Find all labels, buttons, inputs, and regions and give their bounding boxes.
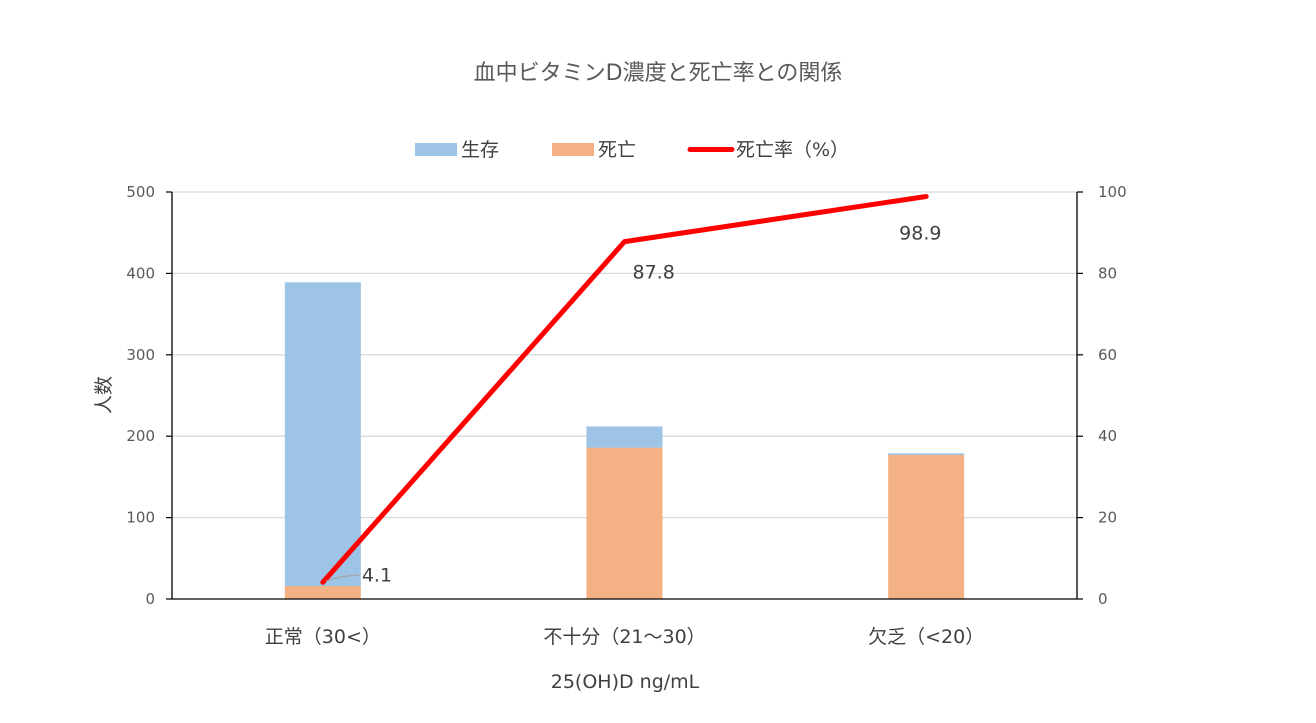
chart-title: 血中ビタミンD濃度と死亡率との関係 xyxy=(474,61,843,86)
legend-swatch-death xyxy=(552,143,594,156)
y-tick-label: 500 xyxy=(126,183,155,201)
y-tick-label: 400 xyxy=(126,264,155,282)
bars xyxy=(284,282,965,599)
legend-label-survival: 生存 xyxy=(461,139,499,161)
mortality-data-label: 87.8 xyxy=(633,262,675,284)
data-label-leader xyxy=(325,574,359,582)
mortality-line: 4.1 87.8 98.9 xyxy=(320,193,941,586)
y-axis-title: 人数 xyxy=(93,376,115,414)
y2-tick-label: 0 xyxy=(1098,590,1108,608)
mortality-line-path xyxy=(320,193,929,585)
x-axis-title: 25(OH)D ng/mL xyxy=(551,671,700,693)
x-category-label: 欠乏（<20） xyxy=(868,626,984,648)
y2-tick-label: 80 xyxy=(1098,264,1117,282)
legend-label-death: 死亡 xyxy=(598,139,636,161)
bar-death xyxy=(888,454,965,599)
bar-survival xyxy=(586,426,663,448)
y-tick-label: 0 xyxy=(145,590,155,608)
y2-tick-label: 40 xyxy=(1098,427,1117,445)
x-category-label: 正常（30<） xyxy=(265,626,381,648)
y-tick-label: 100 xyxy=(126,509,155,527)
legend-swatch-survival xyxy=(415,143,457,156)
x-category-label: 不十分（21～30） xyxy=(543,626,705,648)
legend: 生存 死亡 死亡率（%） xyxy=(415,139,849,161)
y2-tick-label: 60 xyxy=(1098,346,1117,364)
bar-survival xyxy=(284,282,361,586)
mortality-data-label: 4.1 xyxy=(362,564,392,586)
tick-labels: 0 100 200 300 400 500 0 20 40 60 80 100 正常（30<） 不十分（2… xyxy=(126,183,1126,648)
legend-label-mortality: 死亡率（%） xyxy=(736,139,849,161)
mortality-data-label: 98.9 xyxy=(899,222,941,244)
bar-survival xyxy=(888,453,965,455)
y-tick-label: 300 xyxy=(126,346,155,364)
axes xyxy=(166,191,1083,600)
y2-tick-label: 20 xyxy=(1098,509,1117,527)
bar-death xyxy=(284,585,361,599)
y-tick-label: 200 xyxy=(126,427,155,445)
y2-tick-label: 100 xyxy=(1098,183,1127,201)
bar-death xyxy=(586,447,663,599)
